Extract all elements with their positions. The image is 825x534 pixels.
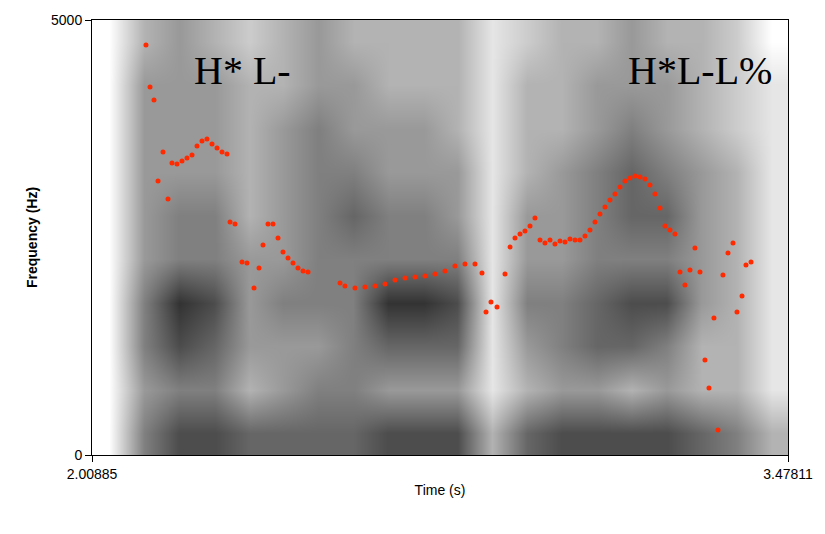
svg-text:2.00885: 2.00885 [67,466,118,482]
svg-text:Frequency (Hz): Frequency (Hz) [24,187,40,288]
svg-text:Time (s): Time (s) [415,482,466,498]
svg-text:H* L-: H* L- [194,48,291,93]
svg-text:5000: 5000 [51,12,82,28]
svg-text:H*L-L%: H*L-L% [628,48,772,93]
svg-text:0: 0 [74,447,82,463]
svg-text:3.47811: 3.47811 [763,466,813,482]
